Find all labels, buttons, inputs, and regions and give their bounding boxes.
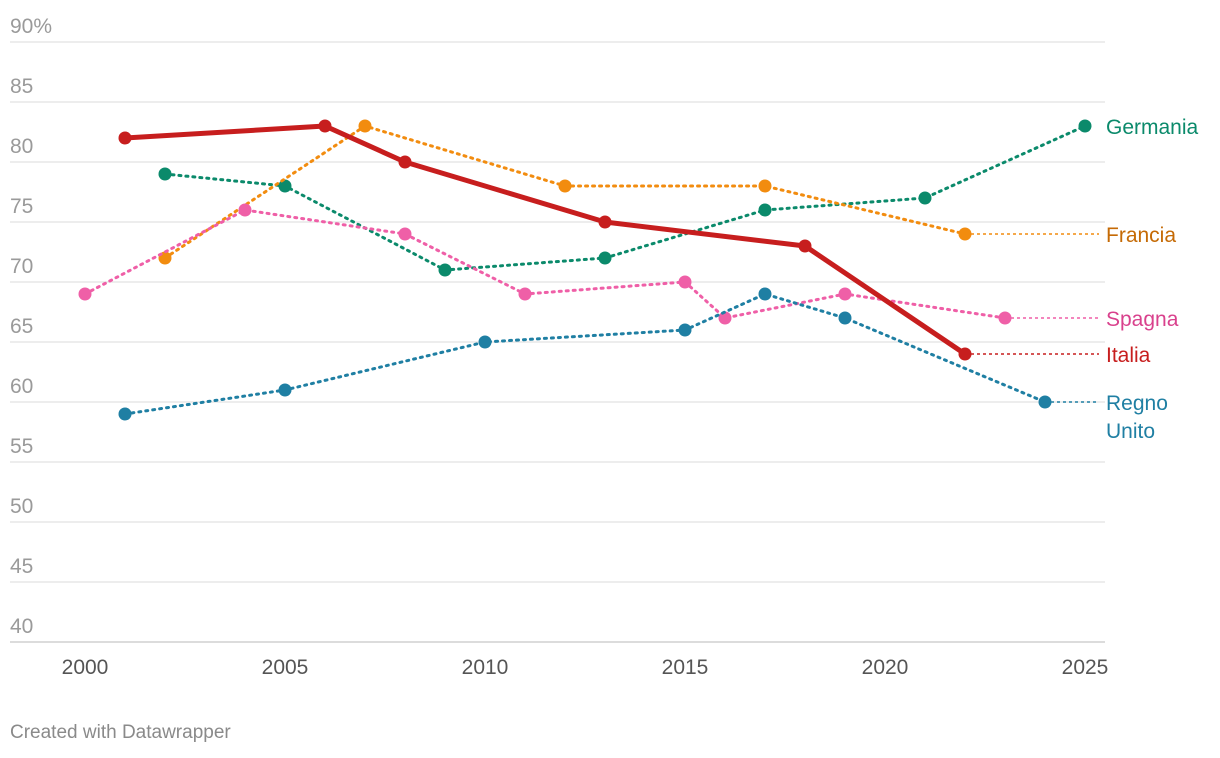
x-tick-label: 2020 bbox=[862, 656, 909, 679]
credit-text: Created with Datawrapper bbox=[10, 722, 231, 743]
data-point bbox=[118, 407, 132, 421]
y-tick-label: 50 bbox=[10, 495, 33, 518]
series-label-spagna: Spagna bbox=[1106, 308, 1179, 331]
grid bbox=[10, 41, 1105, 643]
data-point bbox=[158, 167, 172, 181]
y-tick-label: 70 bbox=[10, 255, 33, 278]
y-tick-label: 55 bbox=[10, 435, 33, 458]
x-tick-label: 2005 bbox=[262, 656, 309, 679]
y-tick-label: 75 bbox=[10, 195, 33, 218]
data-point bbox=[358, 119, 372, 133]
data-point bbox=[758, 203, 772, 217]
series-label-italia: Italia bbox=[1106, 344, 1151, 367]
data-point bbox=[278, 383, 292, 397]
series-francia bbox=[158, 119, 1099, 265]
series-line bbox=[122, 123, 968, 357]
data-point bbox=[838, 311, 852, 325]
data-point bbox=[758, 179, 772, 193]
data-point bbox=[278, 179, 292, 193]
y-tick-label: 90% bbox=[10, 15, 52, 38]
data-point bbox=[1078, 119, 1092, 133]
data-point bbox=[998, 311, 1012, 325]
data-point bbox=[518, 287, 532, 301]
data-point bbox=[598, 215, 612, 229]
data-point bbox=[558, 179, 572, 193]
data-point bbox=[438, 263, 452, 277]
series-spagna bbox=[78, 203, 1099, 325]
series-italia bbox=[118, 119, 1099, 361]
series-labels: Germania Francia Spagna Regno Unito Italia bbox=[1106, 116, 1199, 443]
data-point bbox=[678, 323, 692, 337]
data-point bbox=[758, 287, 772, 301]
y-tick-label: 40 bbox=[10, 615, 33, 638]
series-line bbox=[163, 124, 1087, 272]
line-chart: 40 45 50 55 60 65 70 75 80 85 90% 2000 2005 2010 2015… bbox=[10, 15, 1199, 679]
data-point bbox=[598, 251, 612, 265]
data-point bbox=[118, 131, 132, 145]
y-tick-label: 85 bbox=[10, 75, 33, 98]
data-point bbox=[958, 227, 972, 241]
data-point bbox=[238, 203, 252, 217]
data-point bbox=[318, 119, 332, 133]
series-label-francia: Francia bbox=[1106, 224, 1176, 247]
series-germania bbox=[158, 119, 1092, 277]
data-point bbox=[918, 191, 932, 205]
x-tick-label: 2010 bbox=[462, 656, 509, 679]
data-point bbox=[478, 335, 492, 349]
data-point bbox=[678, 275, 692, 289]
data-point bbox=[398, 227, 412, 241]
series-label-germania: Germania bbox=[1106, 116, 1199, 139]
series-label-regno-unito: Regno Unito bbox=[1106, 392, 1168, 443]
series-regno-unito bbox=[118, 287, 1099, 421]
data-point bbox=[958, 347, 972, 361]
y-tick-label: 80 bbox=[10, 135, 33, 158]
x-axis-ticks: 2000 2005 2010 2015 2020 2025 bbox=[62, 656, 1109, 679]
data-point bbox=[838, 287, 852, 301]
series-lines bbox=[78, 119, 1099, 421]
y-axis-ticks: 40 45 50 55 60 65 70 75 80 85 90% bbox=[10, 15, 52, 638]
data-point bbox=[78, 287, 92, 301]
series-line bbox=[83, 208, 1007, 320]
y-tick-label: 65 bbox=[10, 315, 33, 338]
data-point bbox=[798, 239, 812, 253]
x-tick-label: 2025 bbox=[1062, 656, 1109, 679]
x-tick-label: 2015 bbox=[662, 656, 709, 679]
data-point bbox=[718, 311, 732, 325]
data-point bbox=[1038, 395, 1052, 409]
data-point bbox=[398, 155, 412, 169]
y-tick-label: 45 bbox=[10, 555, 33, 578]
x-tick-label: 2000 bbox=[62, 656, 109, 679]
y-tick-label: 60 bbox=[10, 375, 33, 398]
